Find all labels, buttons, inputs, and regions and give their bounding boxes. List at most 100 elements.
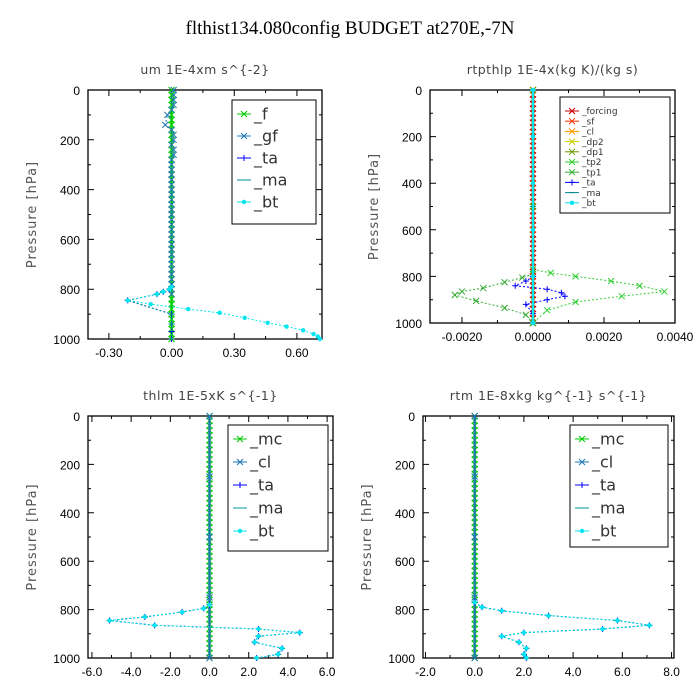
y-tick-label: 1000 — [53, 652, 80, 666]
y-tick-label: 200 — [60, 458, 80, 472]
legend-marker — [237, 482, 243, 488]
series-gf — [161, 86, 178, 298]
legend-label: _ma — [591, 499, 625, 519]
y-axis-label: Pressure [hPa] — [360, 483, 375, 590]
data-point — [201, 606, 206, 611]
data-point — [284, 324, 289, 329]
data-point — [168, 181, 175, 188]
series-tp1 — [451, 270, 537, 327]
data-point — [544, 286, 551, 293]
data-point — [170, 96, 178, 104]
x-tick-label: 6.0 — [614, 665, 631, 679]
chart-panel-3: thlm 1E-5xK s^{-1} Pressure [hPa] -6.0 -4.0… — [25, 388, 336, 679]
series-line — [532, 268, 665, 324]
y-tick-label: 800 — [60, 604, 80, 618]
data-point — [607, 277, 615, 285]
legend-marker — [579, 482, 585, 488]
data-point — [618, 292, 626, 300]
data-point — [660, 288, 668, 295]
data-point — [544, 296, 551, 303]
x-tick-label: 4.0 — [280, 665, 297, 679]
y-tick-label: 200 — [402, 131, 422, 145]
chart-title: rtpthlp 1E-4x(kg K)/(kg s) — [467, 62, 639, 77]
data-point — [168, 206, 175, 213]
legend-label: _forcing — [581, 107, 618, 117]
legend-label: _mc — [591, 430, 624, 450]
series-line — [127, 286, 321, 340]
data-point — [471, 412, 479, 420]
data-point — [543, 306, 551, 314]
series-bt — [125, 284, 323, 342]
data-point — [168, 171, 175, 179]
data-point — [168, 255, 175, 263]
x-tick-label: -2.0 — [415, 665, 436, 679]
y-tick-label: 0 — [415, 84, 422, 98]
legend-label: _f — [253, 105, 268, 125]
x-tick-label: 2.0 — [516, 665, 533, 679]
data-point — [499, 608, 504, 614]
data-point — [168, 166, 175, 174]
data-point — [168, 141, 175, 149]
data-point — [521, 652, 527, 657]
data-point — [186, 306, 191, 312]
y-tick-label: 800 — [402, 270, 422, 284]
chart-title: um 1E-4xm s^{-2} — [140, 62, 269, 77]
data-point — [647, 623, 652, 628]
data-point — [168, 121, 175, 129]
data-point — [311, 331, 316, 337]
y-tick-label: 400 — [402, 177, 422, 191]
data-point — [168, 265, 175, 273]
data-point — [254, 655, 259, 661]
data-point — [524, 646, 529, 651]
data-point — [168, 91, 175, 99]
data-point — [170, 91, 178, 99]
data-point — [521, 630, 527, 635]
x-tick-label: 0.30 — [223, 346, 247, 360]
series-cl — [471, 412, 479, 662]
data-point — [471, 473, 479, 480]
x-tick-label: 0.0000 — [515, 330, 552, 344]
data-point — [168, 201, 175, 208]
data-point — [206, 473, 213, 480]
data-point — [168, 275, 175, 283]
data-point — [206, 654, 213, 662]
data-point — [168, 176, 175, 183]
legend-label: _cl — [591, 453, 613, 473]
series-line — [513, 275, 566, 315]
data-point — [275, 652, 281, 657]
legend-label: _gf — [253, 127, 278, 147]
data-point — [168, 161, 175, 169]
x-tick-label: 0.60 — [285, 346, 309, 360]
series-line — [453, 273, 534, 324]
legend-marker — [241, 155, 247, 161]
data-point — [471, 533, 479, 541]
data-point — [168, 236, 175, 243]
data-point — [317, 336, 323, 342]
data-point — [300, 328, 306, 333]
data-point — [154, 291, 160, 297]
data-point — [168, 216, 175, 223]
legend: _forcing_sf_cl_dp2_dp1_tp2_tp1_ta_ma_bt — [559, 96, 671, 214]
data-point — [168, 221, 175, 228]
series-line — [125, 286, 173, 339]
x-tick-label: 0.0040 — [657, 330, 694, 344]
series-ma — [106, 604, 303, 659]
legend-marker — [240, 132, 248, 140]
data-point — [471, 654, 479, 662]
series-ta — [124, 283, 175, 342]
data-point — [168, 96, 175, 104]
data-point — [152, 623, 157, 628]
legend-marker — [236, 458, 244, 466]
data-point — [168, 211, 175, 218]
y-tick-label: 600 — [60, 233, 80, 247]
y-tick-label: 0 — [73, 84, 80, 98]
x-tick-label: 0.0 — [201, 665, 218, 679]
y-tick-label: 400 — [60, 184, 80, 198]
chart-panel-2: rtpthlp 1E-4x(kg K)/(kg s) Pressure [hPa]… — [367, 62, 694, 344]
x-tick-label: 2.0 — [240, 665, 257, 679]
x-tick-label: -4.0 — [121, 665, 142, 679]
legend-marker — [578, 435, 586, 443]
y-tick-label: 800 — [60, 283, 80, 297]
legend-label: _tp1 — [581, 168, 601, 178]
